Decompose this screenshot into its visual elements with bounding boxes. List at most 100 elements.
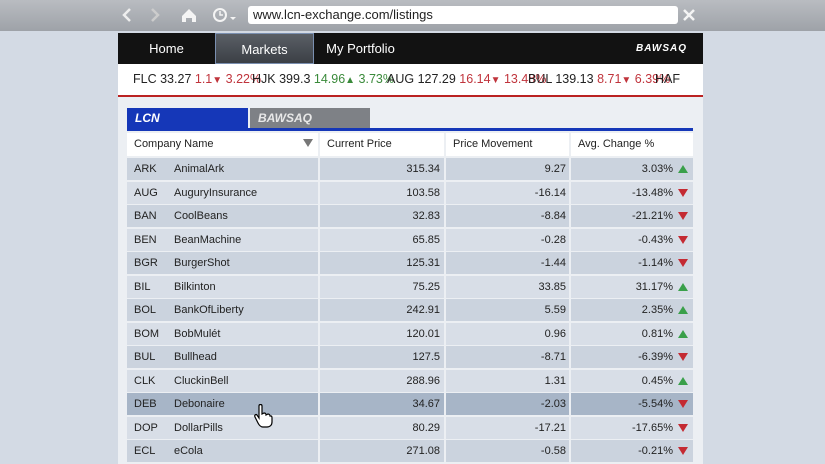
- table-row[interactable]: BGR BurgerShot 125.31 -1.44 -1.14%: [127, 252, 693, 274]
- cell-bg: [446, 252, 569, 274]
- cell: AuguryInsurance: [174, 186, 258, 199]
- cell: -8.71: [540, 351, 566, 363]
- history-dropdown[interactable]: [230, 17, 236, 20]
- cell: DOP: [134, 421, 158, 434]
- cell-bg: [446, 440, 569, 462]
- cell-bg: [446, 205, 569, 227]
- browser-controls: [122, 8, 236, 22]
- ticker-code: BUL: [528, 72, 552, 86]
- forward-button[interactable]: [151, 8, 160, 22]
- ticker-item: AUG 127.29 16.14▼ 13.48%: [387, 64, 547, 95]
- cell-bg: [446, 299, 569, 321]
- cell-bg: [320, 205, 444, 227]
- cell-bg: [320, 346, 444, 368]
- cell-bg: [571, 440, 693, 462]
- nav-item[interactable]: My Portfolio: [326, 41, 395, 56]
- cell-bg: [320, 322, 444, 345]
- table-row[interactable]: DEB Debonaire 34.67 -2.03 -5.54%: [127, 393, 693, 415]
- ticker-code: HJK: [252, 72, 276, 86]
- cell-bg: [571, 181, 693, 204]
- cell: BAN: [134, 210, 157, 222]
- cell: 125.31: [406, 257, 440, 269]
- cursor: [254, 404, 273, 428]
- cell-bg: [446, 393, 569, 415]
- cell: BankOfLiberty: [174, 304, 244, 316]
- down-arrow: [678, 423, 688, 432]
- cell-bg: [446, 228, 569, 251]
- up-arrow: [678, 376, 688, 385]
- ticker-arrow: ▼: [621, 75, 632, 86]
- cell-bg: [446, 322, 569, 345]
- cell: eCola: [174, 445, 203, 457]
- cell: 33.85: [538, 280, 566, 293]
- up-arrow: [678, 165, 688, 173]
- cell-bg: [127, 346, 318, 368]
- cell: -16.14: [534, 186, 566, 199]
- down-arrow: [678, 400, 688, 408]
- cell: BurgerShot: [174, 257, 230, 269]
- cell: CLK: [134, 374, 156, 387]
- cell: -2.03: [540, 398, 566, 410]
- cell: DollarPills: [174, 421, 223, 434]
- cell: 288.96: [406, 374, 440, 387]
- ticker-percent: 13.48%: [503, 72, 547, 86]
- cell: BEN: [134, 233, 157, 246]
- nav-item[interactable]: Home: [149, 41, 184, 56]
- column-header[interactable]: Avg. Change %: [571, 133, 693, 156]
- cell-bg: [571, 322, 693, 345]
- table-row[interactable]: BOL BankOfLiberty 242.91 5.59 2.35%: [127, 299, 693, 321]
- cell-bg: [127, 369, 318, 392]
- table-row[interactable]: CLK CluckinBell 288.96 1.31 0.45%: [127, 369, 693, 392]
- tab[interactable]: LCN: [127, 108, 248, 128]
- table-row[interactable]: BEN BeanMachine 65.85 -0.28 -0.43%: [127, 228, 693, 251]
- url-field[interactable]: www.lcn-exchange.com/listings: [248, 6, 678, 24]
- cell: 127.5: [412, 351, 440, 363]
- cell-bg: [446, 346, 569, 368]
- column-header[interactable]: Current Price: [320, 133, 444, 156]
- close-button[interactable]: [682, 8, 696, 22]
- cell-bg: [571, 369, 693, 392]
- logo: BAWSAQ: [636, 43, 687, 54]
- column-header[interactable]: Price Movement: [446, 133, 569, 156]
- table-row[interactable]: ECL eCola 271.08 -0.58 -0.21%: [127, 440, 693, 462]
- table-row[interactable]: BOM BobMulét 120.01 0.96 0.81%: [127, 322, 693, 345]
- table-row[interactable]: BIL Bilkinton 75.25 33.85 31.17%: [127, 275, 693, 298]
- history-button[interactable]: [213, 8, 227, 22]
- cell-bg: [127, 440, 318, 462]
- cell: DEB: [134, 398, 157, 410]
- cell-bg: [127, 181, 318, 204]
- table-row[interactable]: AUG AuguryInsurance 103.58 -16.14 -13.48%: [127, 181, 693, 204]
- cell: ECL: [134, 445, 156, 457]
- nav-item[interactable]: Markets: [215, 33, 314, 64]
- ticker: FLC 33.27 1.1▼ 3.22% HJK 399.3 14.96▲ 3.7…: [118, 64, 703, 97]
- back-button[interactable]: [122, 8, 131, 22]
- table-row[interactable]: DOP DollarPills 80.29 -17.21 -17.65%: [127, 416, 693, 439]
- down-arrow: [678, 188, 688, 197]
- cell-bg: [320, 299, 444, 321]
- ticker-price: 139.13: [555, 72, 594, 86]
- table-row[interactable]: BAN CoolBeans 32.83 -8.84 -21.21%: [127, 205, 693, 227]
- cell: 242.91: [406, 304, 440, 316]
- up-arrow: [678, 306, 688, 314]
- table-row[interactable]: ARK AnimalArk 315.34 9.27 3.03%: [127, 158, 693, 180]
- cell: 9.27: [544, 163, 566, 175]
- cell: BobMulét: [174, 327, 221, 340]
- cell-bg: [571, 416, 693, 439]
- cell: -5.54%: [638, 398, 673, 410]
- cell-bg: [127, 252, 318, 274]
- browser-bar: www.lcn-exchange.com/listings: [0, 0, 825, 31]
- cell-bg: [571, 275, 693, 298]
- column-header[interactable]: Company Name: [127, 133, 318, 156]
- cell-bg: [127, 205, 318, 227]
- cell-bg: [127, 299, 318, 321]
- tab[interactable]: BAWSAQ: [250, 108, 370, 128]
- cell: BOL: [134, 304, 157, 316]
- ticker-percent: 3.22%: [225, 72, 262, 86]
- down-arrow: [678, 259, 688, 267]
- table-row[interactable]: BUL Bullhead 127.5 -8.71 -6.39%: [127, 346, 693, 368]
- ticker-arrow: ▲: [345, 75, 356, 86]
- home-button[interactable]: [182, 9, 196, 22]
- cell: 120.01: [406, 327, 440, 340]
- cell: 75.25: [412, 280, 440, 293]
